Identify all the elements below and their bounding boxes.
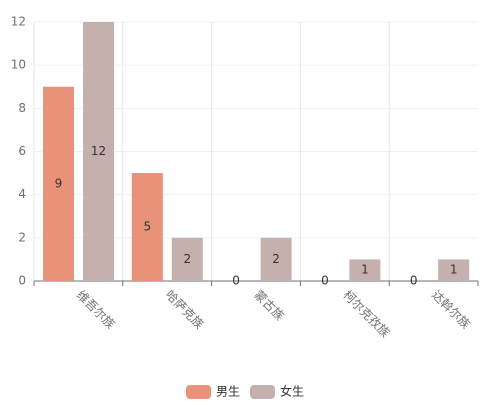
- bar: [171, 237, 203, 281]
- bar: [260, 237, 292, 281]
- bar: [349, 259, 381, 281]
- y-tick-label: 8: [18, 101, 26, 115]
- y-tick-label: 4: [18, 187, 26, 201]
- y-tick-label: 0: [18, 274, 26, 288]
- legend-swatch: [250, 385, 275, 399]
- value-label: 12: [91, 144, 106, 158]
- x-tick-label: 蒙古族: [251, 287, 287, 323]
- value-label: 0: [232, 274, 240, 288]
- y-tick-label: 6: [18, 144, 26, 158]
- bar: [438, 259, 470, 281]
- y-tick-label: 10: [11, 58, 26, 72]
- legend-label: 男生: [216, 385, 240, 399]
- value-label: 0: [410, 274, 418, 288]
- legend-item[interactable]: 女生: [250, 384, 304, 400]
- x-tick-label: 柯尔克孜族: [340, 287, 393, 340]
- legend-item[interactable]: 男生: [186, 385, 240, 400]
- value-label: 2: [183, 252, 191, 266]
- x-tick-label: 维吾尔族: [74, 287, 119, 332]
- value-label: 0: [321, 274, 329, 288]
- y-tick-label: 12: [11, 15, 26, 29]
- x-tick-label: 哈萨克族: [163, 288, 207, 332]
- value-label: 1: [450, 263, 458, 277]
- legend-swatch: [186, 385, 211, 399]
- x-tick-label: 达斡尔族: [429, 287, 474, 332]
- bar: [83, 22, 114, 281]
- y-tick-label: 2: [18, 230, 26, 244]
- bar: [131, 173, 163, 281]
- value-label: 1: [361, 263, 369, 277]
- bar: [43, 86, 74, 281]
- legend-label: 女生: [280, 384, 304, 399]
- value-label: 5: [143, 220, 151, 234]
- value-label: 2: [272, 252, 280, 266]
- value-label: 9: [55, 176, 63, 190]
